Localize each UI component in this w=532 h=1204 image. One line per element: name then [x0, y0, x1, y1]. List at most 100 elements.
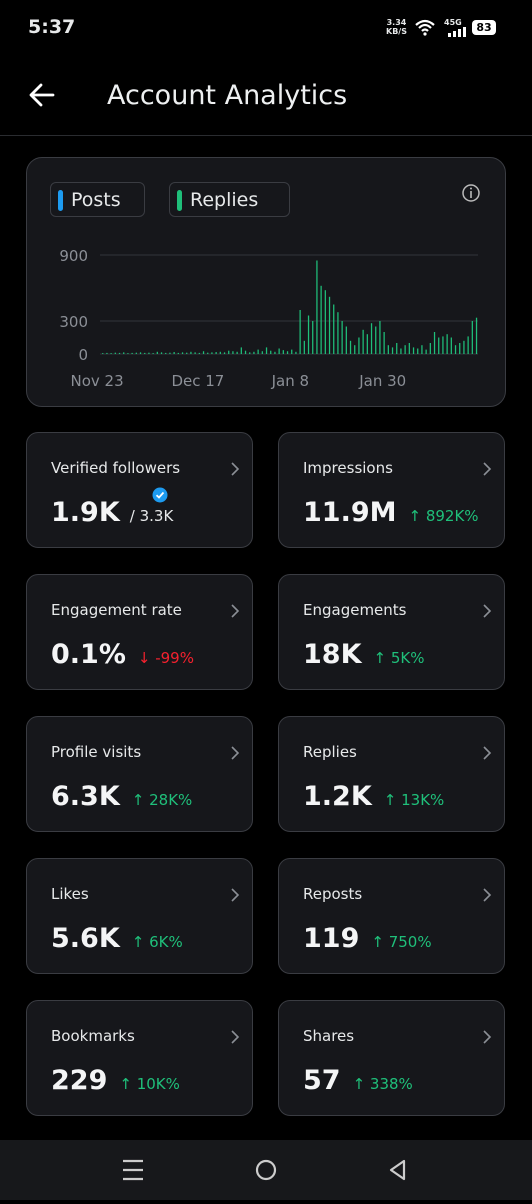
bar [198, 352, 200, 354]
chevron [231, 1030, 240, 1044]
legend-label: Posts [71, 189, 121, 211]
chevron-path [231, 604, 240, 618]
chevron [483, 746, 492, 760]
bar [425, 349, 427, 354]
bar [320, 285, 322, 354]
bar [139, 352, 142, 354]
legend-swatch [58, 190, 63, 211]
bar [102, 353, 104, 354]
bar [181, 352, 184, 354]
metric-label-text: Bookmarks [51, 1027, 135, 1045]
bar [236, 351, 238, 354]
bar [387, 345, 389, 354]
chevron-path [483, 462, 492, 476]
metric-value-text: 57 [303, 1065, 341, 1096]
bar [412, 347, 415, 354]
metric-value-text: 1.9K [51, 497, 120, 528]
bar [307, 315, 310, 354]
page-title: Account Analytics [107, 80, 348, 111]
bar [291, 349, 293, 354]
metric-value: 57 ↑ 338% [303, 1065, 413, 1096]
bar [135, 352, 137, 354]
metric-value-text: 5.6K [51, 923, 120, 954]
metric-value-text: 229 [51, 1065, 108, 1096]
metric-label: Shares [303, 1027, 354, 1045]
metric-label-text: Replies [303, 743, 357, 761]
bar [223, 352, 226, 354]
status-time: 5:37 [28, 16, 76, 38]
metric-value-text: 0.1% [51, 639, 126, 670]
bar [278, 348, 280, 354]
metric-card[interactable]: Verified followers 1.9K / 3.3K [26, 432, 253, 548]
chevron [483, 888, 492, 902]
metric-label-text: Impressions [303, 459, 393, 477]
back-nav-button[interactable] [389, 1159, 406, 1181]
metric-card[interactable]: Engagement rate 0.1% ↓ -99% [26, 574, 253, 690]
metric-card[interactable]: Profile visits 6.3K ↑ 28K% [26, 716, 253, 832]
battery: 83 [472, 20, 496, 35]
bar [110, 353, 112, 354]
metric-label: Bookmarks [51, 1027, 135, 1045]
metric-value: 1.2K ↑ 13K% [303, 781, 444, 812]
metric-value-text: 11.9M [303, 497, 397, 528]
bar [463, 340, 465, 354]
speed-value: 3.34 [386, 18, 407, 27]
metric-label: Reposts [303, 885, 362, 903]
recent-apps-button[interactable] [123, 1159, 143, 1181]
bar [144, 352, 146, 354]
bar [391, 347, 394, 354]
metric-card[interactable]: Replies 1.2K ↑ 13K% [278, 716, 505, 832]
bar [165, 352, 167, 354]
metric-card[interactable]: Bookmarks 229 ↑ 10K% [26, 1000, 253, 1116]
signal-icon [448, 27, 466, 37]
bar [345, 326, 347, 354]
bar [118, 352, 121, 354]
bar [286, 351, 289, 354]
bar [442, 336, 444, 354]
back-button[interactable] [28, 82, 56, 108]
metric-value-text: 18K [303, 639, 362, 670]
bar [114, 352, 116, 354]
badge-circle [152, 487, 168, 503]
bar [396, 343, 398, 354]
bar [123, 352, 125, 354]
bar [400, 348, 402, 354]
metric-card[interactable]: Impressions 11.9M ↑ 892K% [278, 432, 505, 548]
bar [349, 340, 352, 354]
bar [274, 351, 276, 354]
bar [177, 352, 179, 354]
verified-badge [152, 487, 168, 503]
network-speed: 3.34 KB/S [386, 18, 407, 36]
home-button[interactable] [255, 1159, 277, 1181]
bar [240, 347, 242, 354]
metric-label-text: Reposts [303, 885, 363, 903]
metric-card[interactable]: Reposts 119 ↑ 750% [278, 858, 505, 974]
nav-bar [0, 1140, 532, 1200]
legend-item: Posts [50, 182, 145, 217]
bar [131, 352, 133, 354]
bar [341, 321, 343, 354]
metric-card[interactable]: Shares 57 ↑ 338% [278, 1000, 505, 1116]
metric-value-text: 1.2K [303, 781, 372, 812]
chevron [483, 604, 492, 618]
bar [194, 352, 196, 354]
bar [160, 352, 163, 354]
bar [417, 348, 419, 354]
bar [265, 347, 268, 354]
bar [169, 352, 171, 354]
metric-label-text: Profile visits [51, 743, 142, 761]
metric-card[interactable]: Likes 5.6K ↑ 6K% [26, 858, 253, 974]
bar [475, 317, 478, 354]
bar [316, 260, 318, 354]
chevron-path [231, 746, 240, 760]
info-icon[interactable] [462, 184, 480, 202]
bar [324, 290, 326, 354]
metric-value: 5.6K ↑ 6K% [51, 923, 183, 954]
metric-change: ↑ 5K% [373, 649, 425, 667]
metric-label: Likes [51, 885, 89, 903]
metric-card[interactable]: Engagements 18K ↑ 5K% [278, 574, 505, 690]
bar [244, 350, 247, 354]
metric-label-text: Shares [303, 1027, 355, 1045]
metric-value: 229 ↑ 10K% [51, 1065, 180, 1096]
metric-label-text: Likes [51, 885, 89, 903]
